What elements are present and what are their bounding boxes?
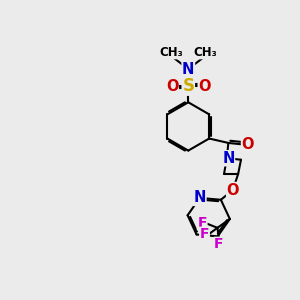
Text: N: N <box>222 151 235 166</box>
Text: CH₃: CH₃ <box>194 46 218 59</box>
Text: O: O <box>242 137 254 152</box>
Text: F: F <box>197 216 207 230</box>
Text: CH₃: CH₃ <box>159 46 183 59</box>
Text: O: O <box>226 182 239 197</box>
Text: O: O <box>198 79 211 94</box>
Text: N: N <box>194 190 206 206</box>
Text: N: N <box>182 61 194 76</box>
Text: F: F <box>200 227 209 241</box>
Text: S: S <box>182 77 194 95</box>
Text: F: F <box>214 237 224 251</box>
Text: O: O <box>166 79 178 94</box>
